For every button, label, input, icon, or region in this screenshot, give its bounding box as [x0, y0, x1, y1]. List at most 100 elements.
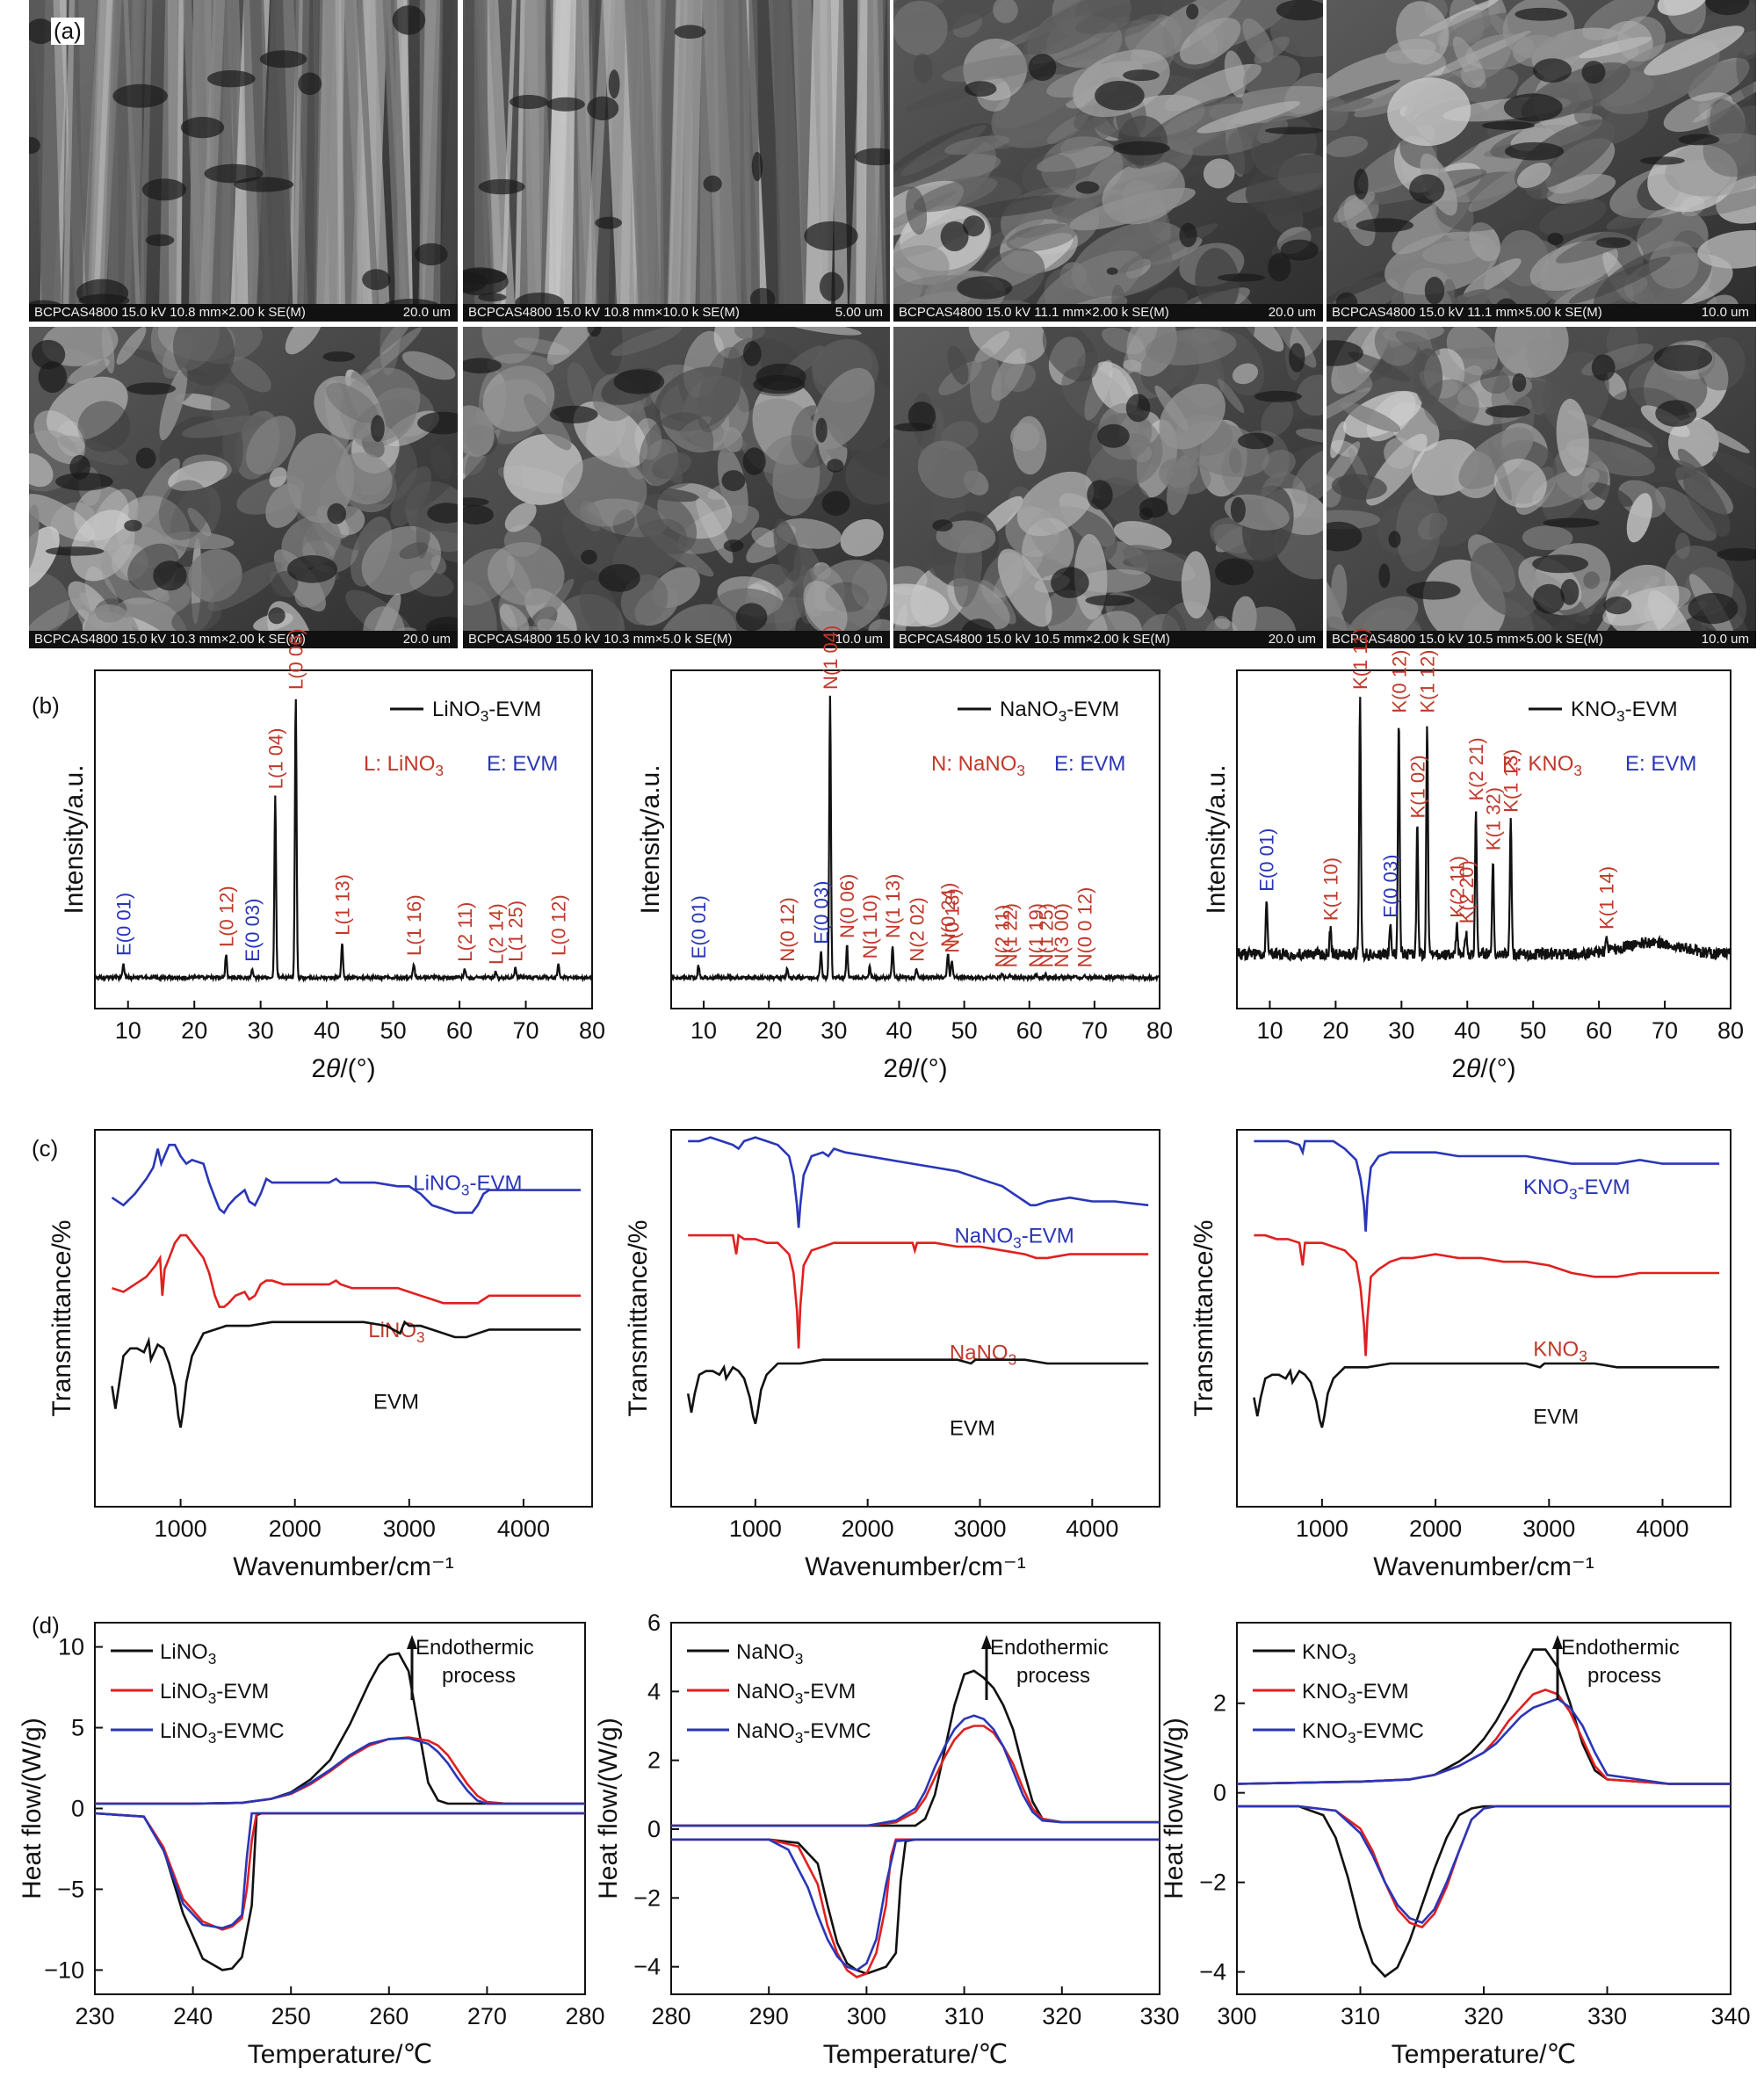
- key-line: K: KNO3​: [1502, 752, 1582, 779]
- sem-image-6: BCPCAS4800 15.0 kV 10.3 mm×5.0 k SE(M) 10…: [463, 327, 890, 648]
- x-tick-label: 2000: [269, 1515, 322, 1542]
- dsc-series: [95, 1737, 585, 1805]
- xrd-chart-3: 10 20 30 40 50 60 70 80 E(0 01) K(1 10) K(1 11) E(0…: [1202, 627, 1744, 1083]
- sem-info-bar: BCPCAS4800 15.0 kV 10.3 mm×5.0 k SE(M) 10…: [463, 631, 890, 648]
- legend-entry: LiNO3​-EVM: [160, 1680, 269, 1707]
- y-tick-label: 0: [71, 1796, 84, 1822]
- y-tick-label: 2: [647, 1747, 661, 1774]
- y-tick-label: 5: [71, 1715, 84, 1741]
- plot-frame: [94, 669, 593, 1009]
- peak-label: N(1 10): [859, 894, 881, 958]
- legend-entry: NaNO3​-EVM: [1000, 698, 1119, 725]
- plot-frame: [670, 669, 1160, 1009]
- sem-scale-label: 20.0 um: [402, 305, 451, 320]
- peak-label: N(1 13): [882, 874, 904, 938]
- x-tick-label: 330: [1139, 2003, 1179, 2029]
- key-line: E: EVM: [1054, 752, 1125, 776]
- x-tick-label: 250: [271, 2003, 311, 2029]
- x-tick-label: 40: [314, 1017, 340, 1044]
- annotation-text: process: [442, 1664, 516, 1688]
- dsc-chart-3: 300 310 320 330 340 −4 −2 0 2 KNO3​ KNO3​-EVM KNO3​…: [1160, 1622, 1751, 2069]
- x-tick-label: 70: [1081, 1017, 1108, 1044]
- dsc-series: [671, 1838, 1160, 1978]
- x-tick-label: 230: [75, 2003, 114, 2029]
- dsc-series: [1237, 1805, 1731, 1925]
- x-tick-label: 270: [467, 2003, 507, 2029]
- sem-caption: BCPCAS4800 15.0 kV 11.1 mm×5.00 k SE(M): [1332, 305, 1602, 320]
- sem-caption: BCPCAS4800 15.0 kV 10.8 mm×10.0 k SE(M): [468, 305, 740, 320]
- legend-entry: LiNO3​-EVMC: [160, 1719, 285, 1747]
- series-label: KNO3​: [1533, 1337, 1587, 1364]
- sem-info-bar: BCPCAS4800 15.0 kV 10.3 mm×2.00 k SE(M) 2…: [29, 631, 458, 648]
- x-tick-label: 50: [380, 1017, 407, 1044]
- sem-scale-label: 20.0 um: [1268, 305, 1316, 320]
- dsc-series: [1237, 1805, 1731, 1978]
- annotation-text: process: [1016, 1664, 1090, 1688]
- sem-image-7: BCPCAS4800 15.0 kV 10.5 mm×2.00 k SE(M) 2…: [893, 327, 1323, 648]
- plot-frame: [94, 1129, 593, 1508]
- x-tick-label: 330: [1587, 2003, 1627, 2029]
- y-tick-label: 6: [647, 1609, 661, 1636]
- y-tick-label: −4: [633, 1954, 661, 1980]
- x-tick-label: 300: [1217, 2003, 1256, 2029]
- y-axis-label: Heat flow/(W/g): [1160, 1718, 1189, 1899]
- legend-entry: KNO3​-EVM: [1571, 698, 1678, 725]
- x-tick-label: 30: [248, 1017, 274, 1044]
- dsc-chart-2: 280 290 300 310 320 330 −4 −2 0 2 4 6 NaNO3​ NaNO3​-E…: [594, 1609, 1180, 2069]
- sem-caption: BCPCAS4800 15.0 kV 11.1 mm×2.00 k SE(M): [899, 305, 1169, 320]
- x-axis-label: 2θ/(°): [1451, 1054, 1515, 1083]
- peak-label: K(2 20): [1456, 860, 1478, 923]
- dsc-series: [671, 1714, 1160, 1827]
- peak-label: L(1 13): [331, 874, 353, 936]
- series-label: EVM: [950, 1416, 995, 1440]
- panel-label-c: (c): [32, 1135, 59, 1161]
- x-tick-label: 2000: [842, 1515, 894, 1542]
- peak-label: N(2 02): [906, 897, 928, 961]
- x-tick-label: 3000: [383, 1515, 436, 1542]
- dsc-series: [94, 1812, 585, 1931]
- y-axis-label: Transmittance/%: [1189, 1220, 1218, 1417]
- y-axis-label: Transmittance/%: [47, 1220, 76, 1417]
- key-line: N: NaNO3​: [931, 752, 1025, 779]
- peak-label: N(3 00): [1051, 903, 1073, 967]
- peak-label: N(0 12): [777, 897, 799, 961]
- y-tick-label: 2: [1213, 1690, 1226, 1717]
- y-axis-label: Heat flow/(W/g): [594, 1718, 623, 1899]
- x-tick-label: 320: [1464, 2003, 1503, 2029]
- y-tick-label: −2: [1199, 1870, 1226, 1896]
- x-tick-label: 10: [690, 1017, 717, 1044]
- peak-label: N(2 11): [992, 905, 1014, 968]
- x-tick-label: 60: [446, 1017, 473, 1044]
- sem-info-bar: BCPCAS4800 15.0 kV 10.5 mm×2.00 k SE(M) 2…: [893, 631, 1323, 648]
- x-tick-label: 4000: [1636, 1515, 1688, 1542]
- legend-entry: LiNO3​: [160, 1640, 216, 1667]
- sem-scale-label: 20.0 um: [402, 632, 451, 647]
- x-axis-label: 2θ/(°): [883, 1054, 947, 1083]
- legend-entry: KNO3​-EVM: [1302, 1680, 1409, 1707]
- peak-label: L(0 06): [286, 628, 307, 690]
- legend-entry: LiNO3​-EVM: [432, 698, 541, 725]
- xrd-chart-1: 10 20 30 40 50 60 70 80E(0 01) L(0 12) E(0 03)L(1…: [60, 628, 605, 1083]
- dsc-series: [671, 1725, 1160, 1827]
- x-tick-label: 1000: [1296, 1515, 1348, 1542]
- x-tick-label: 20: [1322, 1017, 1348, 1044]
- peak-label: K(1 11): [1349, 627, 1371, 690]
- panel-label-b: (b): [32, 692, 60, 719]
- x-axis-label: Wavenumber/cm⁻¹: [233, 1552, 453, 1581]
- peak-label: N(1 25): [1035, 903, 1057, 967]
- x-axis-label: Temperature/℃: [823, 2040, 1008, 2069]
- x-tick-label: 50: [1520, 1017, 1546, 1044]
- xrd-chart-2: 10 20 30 40 50 60 70 80 E(0 01) N(0 12) E(0 03) N(1…: [636, 626, 1173, 1083]
- plot-frame: [670, 1129, 1160, 1508]
- ftir-series-NaNO3: [688, 1233, 1149, 1349]
- sem-scale-label: 10.0 um: [835, 632, 883, 647]
- ftir-series-KNO3: [1254, 1233, 1720, 1356]
- x-tick-label: 40: [886, 1017, 912, 1044]
- peak-label: K(0 12): [1388, 649, 1410, 712]
- sem-scale-label: 5.00 um: [835, 305, 883, 320]
- x-tick-label: 3000: [953, 1515, 1006, 1542]
- sem-info-bar: BCPCAS4800 15.0 kV 10.8 mm×2.00 k SE(M) 2…: [29, 304, 458, 322]
- x-tick-label: 280: [651, 2003, 690, 2029]
- peak-label: L(0 12): [215, 886, 237, 947]
- xrd-pattern-line: [1235, 697, 1731, 964]
